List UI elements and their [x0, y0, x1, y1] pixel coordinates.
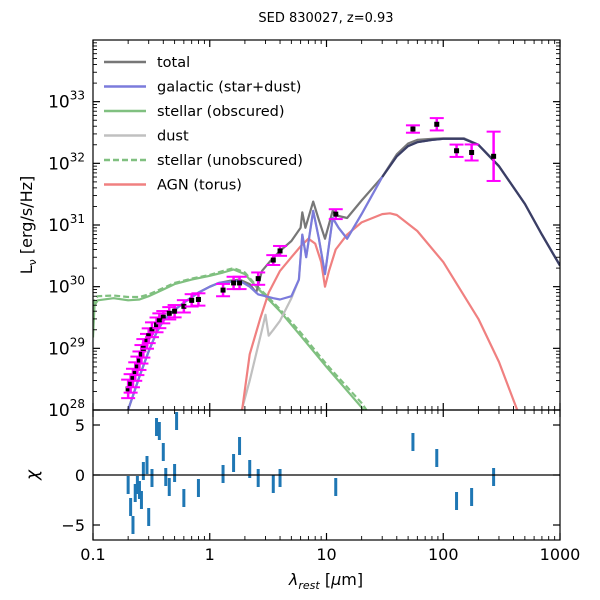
- observed-marker: [434, 121, 440, 127]
- observed-point: [405, 124, 420, 134]
- observed-point: [176, 299, 191, 314]
- observed-point: [328, 208, 343, 221]
- y-tick-label: 1029: [48, 335, 85, 359]
- observed-marker: [144, 338, 150, 344]
- y-tick-label: 1033: [48, 89, 85, 113]
- observed-marker: [277, 248, 283, 254]
- observed-marker: [138, 351, 144, 357]
- chi-tick-label: 5: [75, 416, 85, 435]
- observed-point: [449, 143, 464, 158]
- series-overlap-line: [381, 137, 560, 267]
- y-tick-label: 1032: [48, 150, 85, 174]
- observed-marker: [172, 308, 178, 314]
- legend-label: galactic (star+dust): [157, 80, 301, 96]
- observed-marker: [469, 149, 475, 155]
- observed-point: [232, 275, 247, 291]
- observed-point: [273, 244, 288, 257]
- series-stellar-unobscured--line: [93, 267, 368, 410]
- observed-point: [152, 312, 167, 330]
- observed-marker: [146, 333, 152, 339]
- observed-marker: [231, 280, 237, 286]
- observed-marker: [132, 369, 138, 375]
- series-dust-line: [240, 137, 560, 410]
- chart-title: SED 830027, z=0.93: [258, 11, 393, 26]
- observed-marker: [454, 148, 460, 154]
- y-axis-label-top: Lν [erg/s/Hz]: [17, 176, 39, 275]
- observed-marker: [160, 314, 166, 320]
- observed-marker: [149, 327, 155, 333]
- x-tick-label: 100: [428, 545, 459, 564]
- observed-marker: [154, 322, 160, 328]
- observed-point: [216, 282, 231, 298]
- legend-label: AGN (torus): [157, 178, 242, 194]
- observed-marker: [237, 280, 243, 286]
- x-axis-label: λrest [μm]: [288, 570, 363, 592]
- observed-marker: [220, 287, 226, 293]
- chi-tick-label: −5: [61, 516, 85, 535]
- observed-marker: [410, 126, 416, 132]
- observed-marker: [136, 358, 142, 364]
- legend-label: stellar (obscured): [157, 104, 285, 120]
- observed-point: [167, 304, 182, 319]
- chi-tick-label: 0: [75, 466, 85, 485]
- y-tick-label: 1031: [48, 212, 85, 236]
- residual-markers: [126, 412, 496, 534]
- observed-marker: [134, 363, 140, 369]
- series-stellar-obscured--line: [93, 268, 365, 410]
- x-tick-label: 1: [205, 545, 215, 564]
- observed-marker: [255, 276, 261, 282]
- legend: total galactic (star+dust) stellar (obscur…: [104, 55, 303, 194]
- observed-marker: [333, 211, 339, 217]
- observed-marker: [270, 257, 276, 263]
- observed-marker: [195, 296, 201, 302]
- y-axis-label-bottom: χ: [23, 469, 43, 481]
- observed-marker: [166, 310, 172, 316]
- y-tick-label: 1030: [48, 274, 85, 298]
- top-panel-frame: [92, 39, 561, 411]
- observed-point: [486, 130, 501, 182]
- observed-point: [429, 117, 444, 132]
- observed-point: [191, 292, 206, 307]
- axis-ticks: 0.1 1 10 100 1000 1028 1029 1030 1031 1032 1033 −5 0…: [48, 40, 580, 564]
- observed-marker: [128, 380, 134, 386]
- y-tick-label: 1028: [48, 397, 85, 421]
- legend-label: stellar (unobscured): [157, 153, 303, 169]
- observed-marker: [130, 375, 136, 381]
- observed-marker: [491, 153, 497, 159]
- observed-marker: [125, 386, 131, 392]
- observed-point: [251, 271, 266, 286]
- observed-marker: [181, 303, 187, 309]
- legend-label: total: [157, 55, 190, 71]
- legend-label: dust: [157, 129, 189, 145]
- observed-marker: [156, 318, 162, 324]
- x-tick-label: 10: [316, 545, 336, 564]
- series-agn-torus--line: [241, 212, 519, 410]
- observed-point: [464, 143, 479, 162]
- x-tick-label: 1000: [540, 545, 581, 564]
- observed-marker: [189, 297, 195, 303]
- x-tick-label: 0.1: [80, 545, 105, 564]
- observed-points: [121, 117, 501, 400]
